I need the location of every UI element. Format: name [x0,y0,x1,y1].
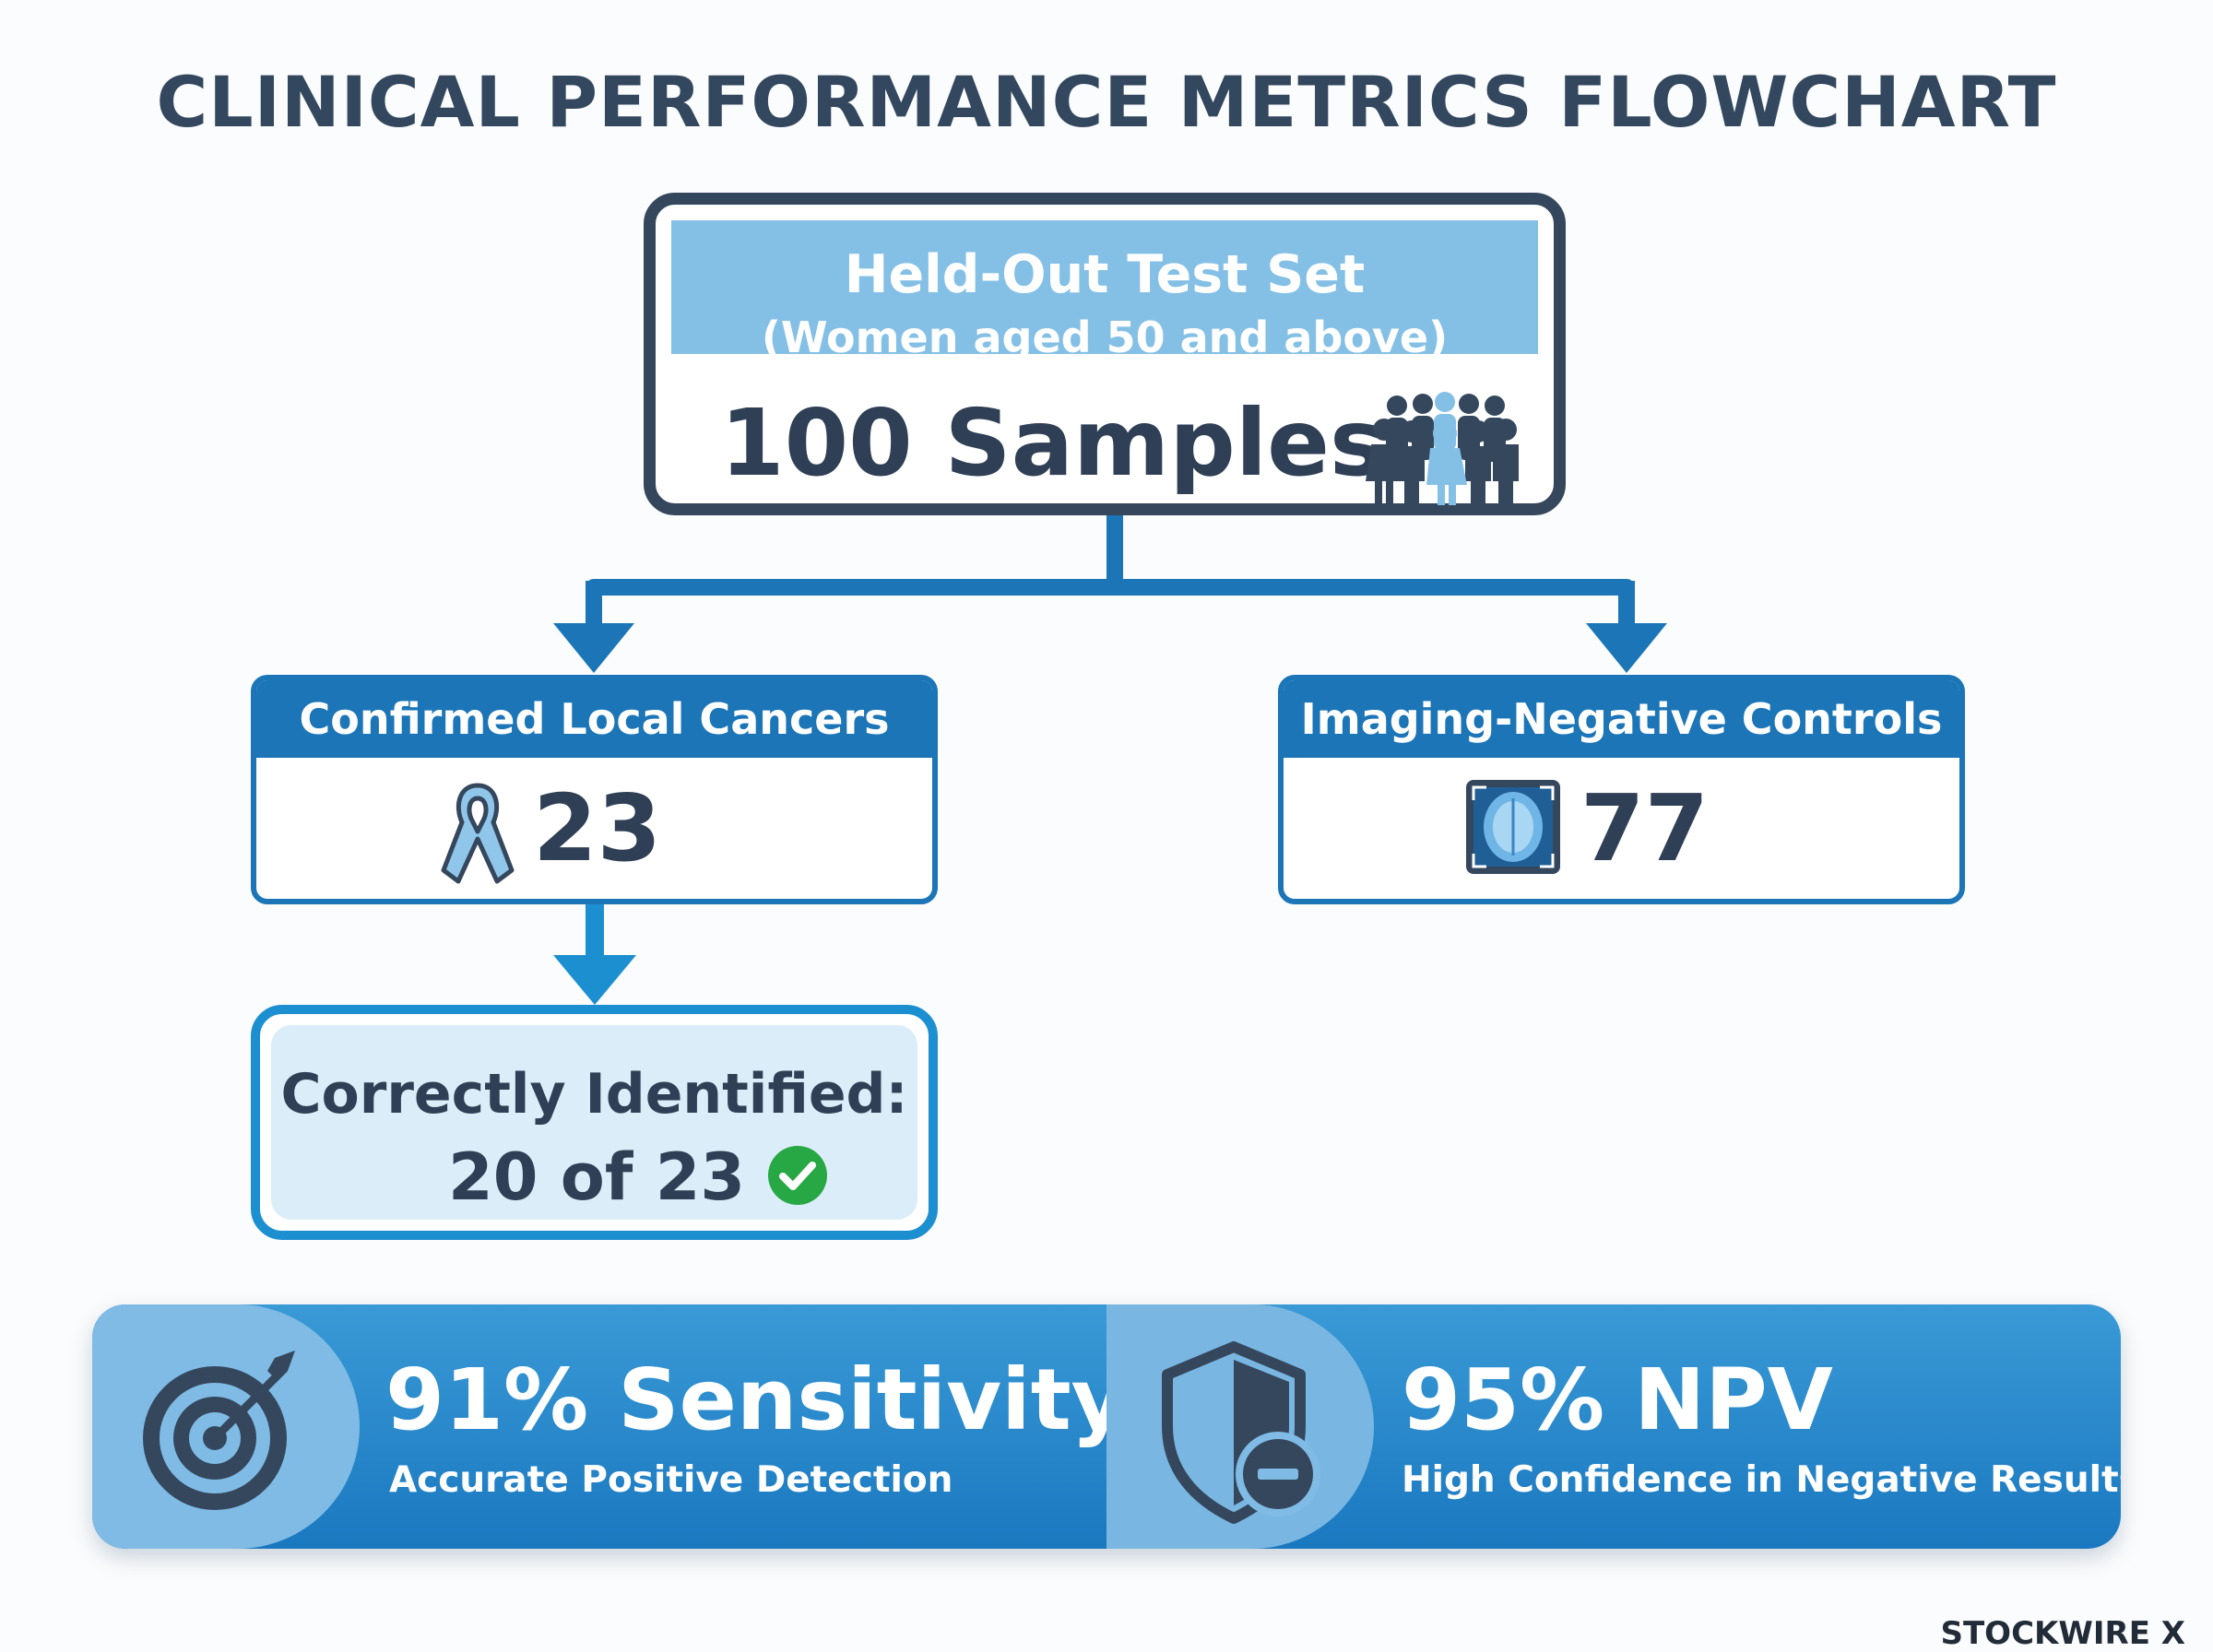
arrow-left-down [553,623,634,673]
arrow-result-down [553,955,636,1005]
test-set-subheading: (Women aged 50 and above) [761,313,1449,362]
confirmed-cancers-box: Confirmed Local Cancers 23 [251,675,938,904]
shield-minus-icon [1162,1341,1320,1524]
confirmed-cancers-label: Confirmed Local Cancers [256,680,932,758]
test-set-box: Held-Out Test Set (Women aged 50 and abo… [644,193,1566,515]
negative-controls-label: Imaging-Negative Controls [1284,680,1959,758]
negative-controls-count: 77 [1580,774,1710,882]
sample-count: 100 Samples [720,389,1385,497]
correctly-identified-box: Correctly Identified: 20 of 23 [251,1005,938,1240]
npv-description: High Confidence in Negative Results [1402,1459,2121,1501]
npv-metric: 95% NPV High Confidence in Negative Resu… [1106,1304,2121,1549]
confirmed-cancers-count: 23 [533,774,662,882]
test-set-heading: Held-Out Test Set [844,244,1366,305]
negative-controls-box: Imaging-Negative Controls 77 [1278,675,1965,904]
sensitivity-value: 91% Sensitivity [385,1351,1127,1449]
watermark-logo: STOCKWIRE X [1940,1615,2186,1652]
correctly-identified-count: 20 of 23 [448,1139,746,1215]
test-set-header: Held-Out Test Set (Women aged 50 and abo… [671,220,1538,362]
sensitivity-description: Accurate Positive Detection [389,1459,953,1501]
medical-scan-icon [1466,780,1560,874]
awareness-ribbon-icon [441,783,515,884]
check-circle-icon [768,1146,827,1205]
npv-value: 95% NPV [1402,1351,1833,1449]
arrow-right-down [1586,623,1667,673]
metrics-bar: 91% Sensitivity Accurate Positive Detect… [92,1304,2121,1549]
people-group-icon [1366,392,1519,505]
target-icon [143,1351,295,1510]
page-title: CLINICAL PERFORMANCE METRICS FLOWCHART [156,61,2057,143]
sensitivity-metric: 91% Sensitivity Accurate Positive Detect… [92,1304,1127,1549]
correctly-identified-label: Correctly Identified: [280,1062,908,1127]
